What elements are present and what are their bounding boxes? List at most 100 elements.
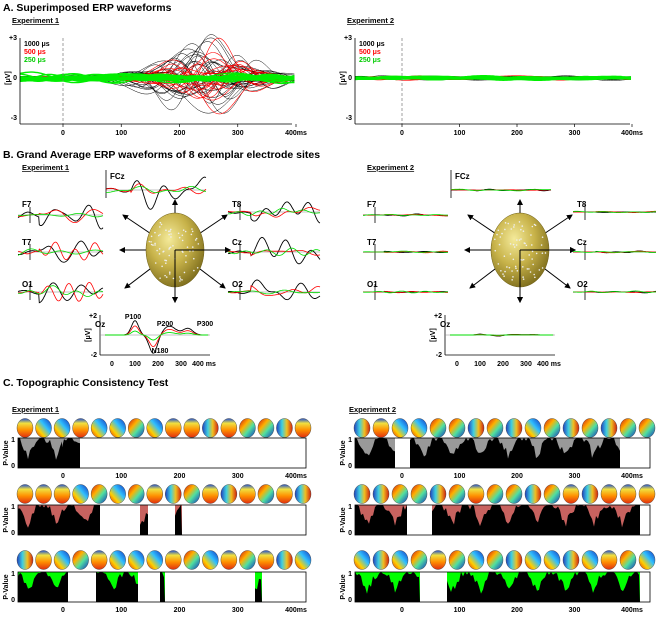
experiment-title: Experiment 2: [367, 163, 414, 172]
topomap: [72, 550, 89, 570]
electrode-label: Cz: [577, 238, 587, 247]
electrode-dot: [509, 243, 512, 245]
p-value-area: [18, 505, 100, 535]
waveform: [105, 186, 206, 193]
topomap: [146, 484, 163, 504]
waveform: [19, 73, 295, 84]
topomap: [220, 550, 238, 570]
peak-label: P300: [197, 321, 213, 328]
topomap: [165, 550, 182, 570]
electrode-dot: [497, 263, 500, 265]
electrode-dot: [504, 270, 506, 273]
electrode-dot: [518, 239, 521, 241]
x-tick-label: 400 ms: [192, 361, 216, 368]
electrode-dot: [513, 224, 516, 226]
electrode-label: T7: [22, 238, 32, 247]
y-tick-label: 0: [348, 463, 352, 470]
x-tick-label: 300: [232, 130, 244, 137]
electrode-dot: [504, 228, 506, 231]
electrode-dot: [526, 268, 529, 270]
experiment-title: Experiment 2: [347, 16, 394, 25]
waveform: [573, 251, 656, 253]
electrode-dot: [513, 246, 516, 248]
topomap: [53, 418, 71, 438]
y-tick-label: 1: [348, 437, 352, 444]
topomap: [165, 484, 182, 504]
electrode-dot: [195, 237, 198, 240]
legend-entry: 500 μs: [24, 49, 46, 56]
electrode-dot: [168, 233, 170, 236]
y-tick-label: 0: [348, 530, 352, 537]
electrode-dot: [160, 223, 163, 226]
electrode-dot: [494, 238, 496, 241]
topomap: [72, 484, 89, 504]
electrode-dot: [157, 234, 160, 237]
electrode-dot: [515, 244, 518, 246]
electrode-dot: [522, 258, 525, 261]
topomap: [505, 484, 523, 504]
topomap: [53, 550, 71, 570]
electrode-label: T8: [577, 200, 587, 209]
electrode-dot: [528, 254, 531, 256]
electrode-dot: [520, 228, 522, 231]
electrode-dot: [159, 277, 161, 279]
electrode-label: Cz: [232, 238, 242, 247]
topomap: [372, 418, 390, 438]
topomap: [429, 418, 447, 438]
topomap: [543, 484, 561, 504]
electrode-dot: [158, 248, 161, 250]
y-tick-label: 1: [11, 571, 15, 578]
x-tick-label: 200: [174, 607, 186, 613]
topomap: [562, 418, 580, 438]
electrode-dot: [521, 266, 524, 268]
electrode-dot: [161, 265, 163, 268]
topomap: [448, 550, 466, 570]
electrode-dot: [165, 262, 167, 265]
peak-label: N180: [152, 348, 169, 355]
electrode-dot: [512, 276, 514, 278]
x-tick-label: 100: [474, 361, 486, 368]
p-value-frame: [354, 437, 651, 469]
waveform: [227, 201, 321, 224]
topomap: [562, 484, 580, 504]
p-value-area: [355, 438, 395, 468]
electrode-dot: [165, 259, 168, 262]
electrode-dot: [534, 276, 536, 279]
p-value-area: [62, 438, 80, 468]
y-tick-label: 1: [11, 504, 15, 511]
topomap: [257, 418, 275, 438]
topomap: [372, 484, 390, 504]
waveform: [451, 188, 552, 192]
electrode-dot: [179, 278, 182, 280]
y-axis-label: [μV]: [340, 71, 347, 85]
electrode-dot: [533, 273, 535, 276]
electrode-label: FCz: [455, 172, 470, 181]
electrode-dot: [178, 236, 181, 239]
y-tick-label: 0: [11, 597, 15, 604]
electrode-dot: [159, 233, 161, 236]
x-tick-label: 200: [511, 607, 523, 613]
electrode-dot: [518, 221, 521, 223]
topomap: [524, 550, 542, 570]
significance-region: [140, 505, 148, 535]
topomap: [257, 484, 275, 504]
topomap: [429, 550, 447, 570]
waveform: [227, 207, 321, 218]
electrode-dot: [154, 242, 156, 245]
electrode-dot: [148, 240, 151, 243]
electrode-dot: [501, 232, 503, 235]
p-value-area: [96, 572, 138, 602]
electrode-dot: [152, 244, 154, 246]
topomap: [524, 418, 542, 438]
electrode-dot: [154, 262, 157, 264]
y-axis-label: [μV]: [430, 328, 437, 342]
electrode-dot: [530, 234, 532, 236]
electrode-dot: [156, 249, 158, 252]
electrode-dot: [529, 271, 532, 273]
topomap: [202, 550, 219, 570]
waveform: [354, 75, 632, 80]
electrode-dot: [183, 271, 186, 274]
electrode-dot: [172, 244, 174, 247]
electrode-dot: [540, 244, 543, 246]
electrode-dot: [182, 251, 184, 253]
